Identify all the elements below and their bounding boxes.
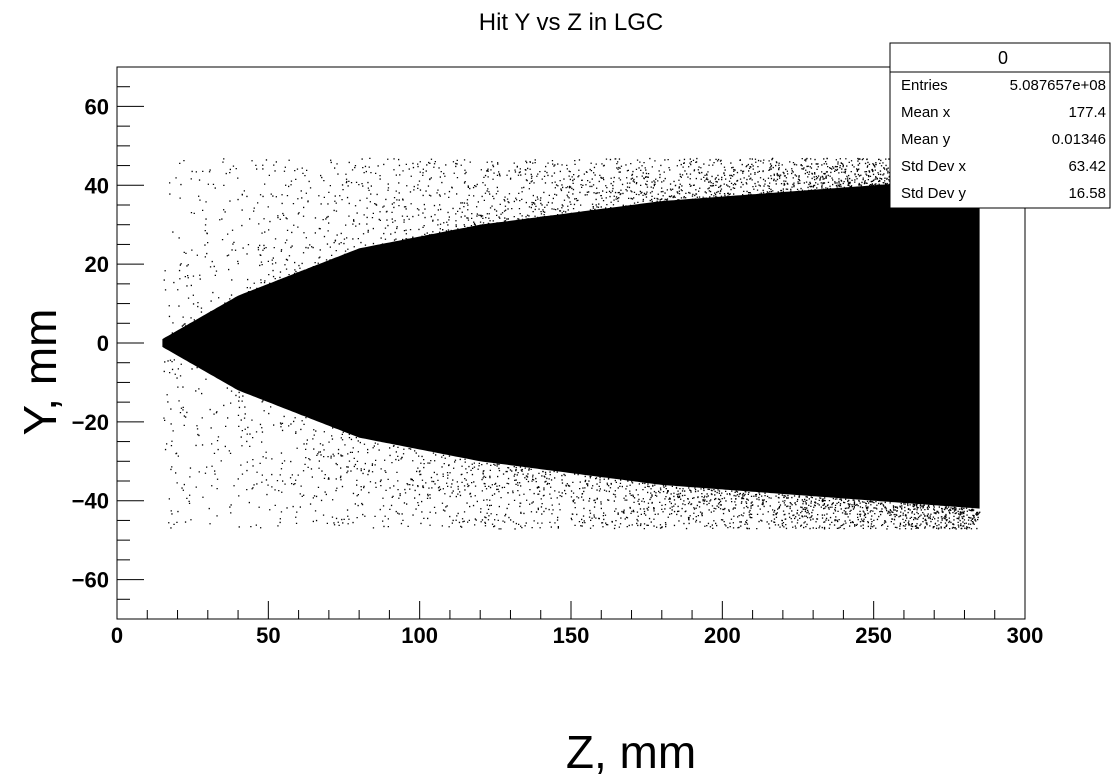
x-tick-label: 50 — [256, 623, 280, 648]
y-tick-label: 20 — [85, 252, 109, 277]
x-tick-label: 150 — [553, 623, 590, 648]
y-tick-label: −20 — [72, 410, 109, 435]
y-tick-label: −60 — [72, 568, 109, 593]
density-core — [162, 177, 980, 509]
scatter-density — [162, 157, 981, 530]
x-tick-label: 100 — [401, 623, 438, 648]
stats-box-frame — [889, 42, 1111, 209]
x-tick-label: 0 — [111, 623, 123, 648]
y-tick-label: −40 — [72, 489, 109, 514]
x-tick-label: 300 — [1007, 623, 1044, 648]
stats-row-value: 5.087657e+08 — [1010, 77, 1106, 94]
stats-row-label: Std Dev y — [901, 185, 967, 202]
chart-title: Hit Y vs Z in LGC — [479, 9, 664, 36]
stats-row-value: 0.01346 — [1052, 131, 1106, 148]
x-tick-label: 200 — [704, 623, 741, 648]
stats-row-value: 177.4 — [1068, 104, 1106, 121]
x-axis-label: Z, mm — [566, 726, 696, 778]
stats-box-name: 0 — [998, 48, 1008, 68]
stats-row-label: Std Dev x — [901, 158, 967, 175]
stats-row-value: 16.58 — [1068, 185, 1106, 202]
x-tick-label: 250 — [855, 623, 892, 648]
stats-row-label: Entries — [901, 77, 948, 94]
stats-row-label: Mean y — [901, 131, 951, 148]
stats-row-value: 63.42 — [1068, 158, 1106, 175]
y-tick-label: 0 — [97, 331, 109, 356]
x-axis: 0 50 100 150 200 250 300 — [111, 601, 1043, 648]
y-tick-label: 40 — [85, 173, 109, 198]
y-tick-label: 60 — [85, 94, 109, 119]
stats-box: 0 Entries 5.087657e+08 Mean x 177.4 Mean y 0.… — [889, 42, 1111, 209]
stats-row-label: Mean x — [901, 104, 951, 121]
y-axis: −60 −40 −20 0 20 40 60 — [72, 66, 144, 620]
y-axis-label: Y, mm — [14, 309, 66, 436]
